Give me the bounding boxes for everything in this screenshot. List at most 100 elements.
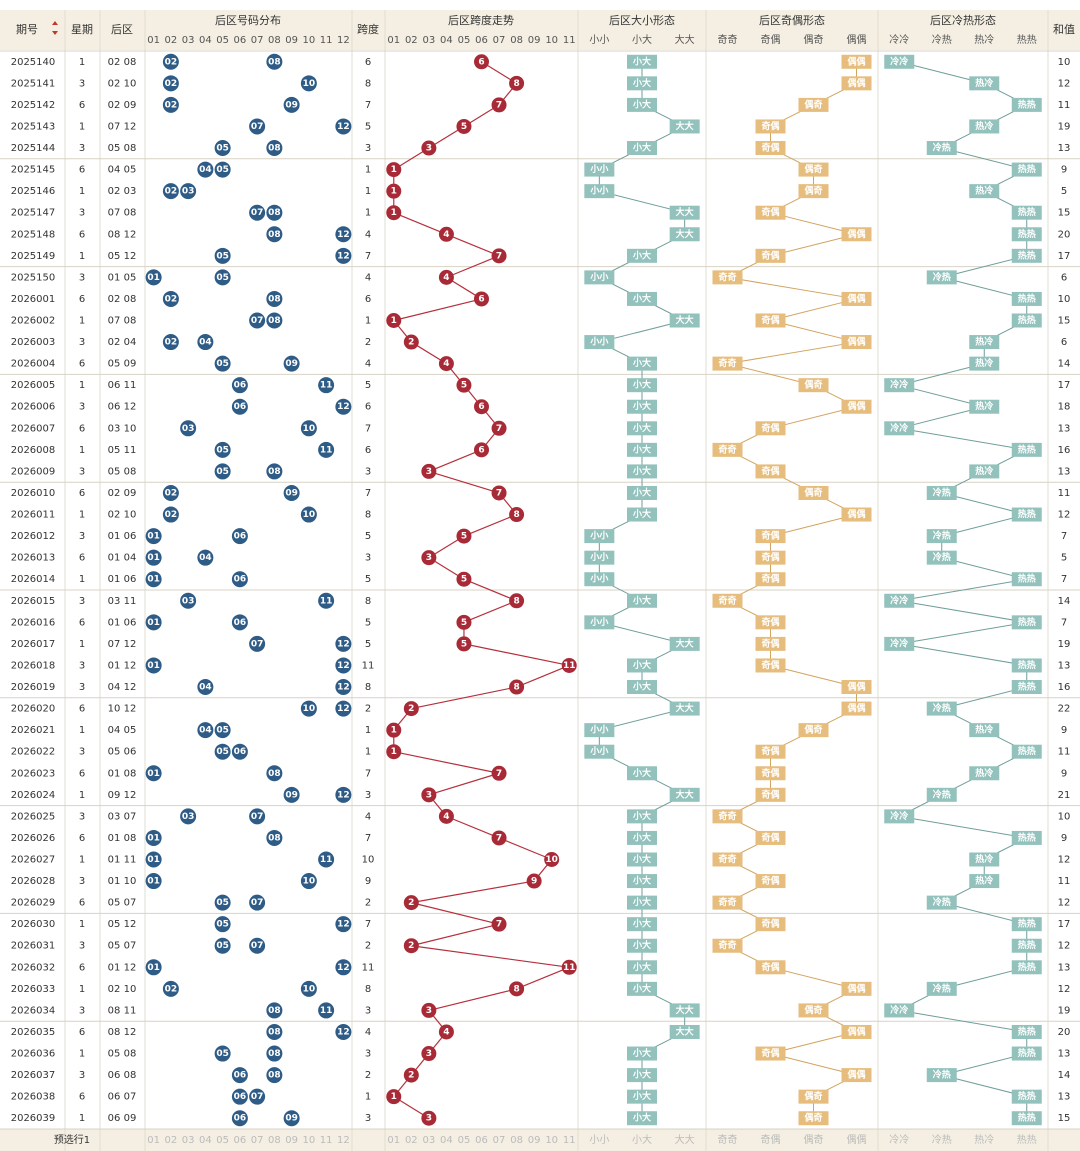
number-ball — [266, 226, 283, 243]
sum: 14 — [1058, 1070, 1071, 1081]
ball-number: 05 — [216, 747, 229, 757]
ball-number: 07 — [251, 208, 264, 218]
ball-number: 12 — [337, 920, 350, 930]
form-text: 冷冷 — [890, 1004, 908, 1016]
footer-number: 11 — [320, 1135, 333, 1146]
ball-number: 05 — [216, 251, 229, 261]
form-mark — [798, 723, 829, 738]
back-numbers: 01 10 — [108, 876, 137, 887]
span: 4 — [365, 229, 371, 240]
form-mark — [584, 615, 615, 630]
period: 2026028 — [11, 876, 56, 887]
period: 2026002 — [11, 316, 56, 327]
span: 4 — [365, 272, 371, 283]
ball-number: 11 — [320, 855, 333, 865]
number-ball — [214, 894, 231, 911]
form-mark — [712, 852, 743, 867]
form-link — [899, 427, 1027, 451]
number-ball — [214, 937, 231, 954]
sum: 9 — [1061, 833, 1067, 844]
span-ball-text: 4 — [443, 812, 449, 822]
span-ball-text: 3 — [426, 144, 432, 154]
back-numbers: 07 12 — [108, 121, 137, 132]
period: 2026005 — [11, 380, 56, 391]
form-mark — [798, 1089, 829, 1104]
span-link — [393, 298, 482, 322]
ball-number: 11 — [320, 381, 333, 391]
footer-number: 04 — [199, 1135, 212, 1146]
parity-label: 奇偶 — [761, 33, 781, 46]
span-ball-text: 6 — [478, 402, 484, 412]
footer-span: 10 — [545, 1135, 558, 1146]
weekday: 3 — [79, 747, 85, 758]
number-ball — [283, 484, 300, 501]
back-numbers: 05 12 — [108, 919, 137, 930]
ball-number: 10 — [303, 877, 316, 887]
hotcold-label: 热热 — [1017, 33, 1037, 46]
footer-span: 02 — [405, 1135, 418, 1146]
ball-number: 06 — [234, 1092, 247, 1102]
number-ball — [266, 312, 283, 329]
period: 2026027 — [11, 855, 56, 866]
span-ball-text: 3 — [426, 1049, 432, 1059]
span: 11 — [362, 962, 375, 973]
form-text: 小大 — [632, 357, 651, 369]
back-numbers: 03 10 — [108, 423, 137, 434]
group-header: 后区大小形态 — [609, 13, 675, 27]
header-label: 跨度 — [357, 22, 379, 36]
form-text: 冷冷 — [890, 810, 908, 822]
period: 2026022 — [11, 747, 56, 758]
sum: 15 — [1058, 1113, 1071, 1124]
form-mark — [884, 378, 915, 393]
form-mark — [627, 507, 657, 522]
ball-number: 02 — [165, 187, 178, 197]
sort-icon[interactable] — [52, 21, 58, 35]
sum: 15 — [1058, 316, 1071, 327]
footer-number: 07 — [251, 1135, 264, 1146]
number-ball — [231, 743, 248, 760]
form-mark — [755, 744, 786, 759]
footer-size: 小大 — [632, 1133, 652, 1146]
form-text: 偶偶 — [847, 1025, 865, 1037]
weekday: 3 — [79, 272, 85, 283]
form-mark — [1011, 313, 1042, 328]
footer-hotcold: 热冷 — [974, 1133, 994, 1146]
ball-number: 05 — [216, 165, 229, 175]
weekday: 3 — [79, 941, 85, 952]
number-ball — [145, 549, 162, 566]
form-text: 奇奇 — [718, 939, 736, 951]
form-mark — [627, 1046, 657, 1061]
ball-number: 01 — [147, 833, 160, 843]
span-ball — [386, 205, 402, 221]
footer-span: 08 — [510, 1135, 523, 1146]
span-link — [498, 837, 552, 861]
form-text: 大大 — [676, 228, 694, 240]
number-label: 07 — [251, 35, 264, 46]
sum: 9 — [1061, 165, 1067, 176]
form-mark — [755, 464, 786, 479]
span-label: 08 — [510, 35, 523, 46]
group-header: 后区奇偶形态 — [759, 14, 825, 27]
back-numbers: 02 10 — [108, 510, 137, 521]
ball-number: 04 — [199, 165, 212, 175]
period: 2026032 — [11, 962, 56, 973]
ball-number: 08 — [268, 208, 281, 218]
number-ball — [162, 53, 179, 70]
form-text: 大大 — [676, 314, 694, 326]
back-numbers: 02 10 — [108, 984, 137, 995]
span: 2 — [365, 337, 371, 348]
weekday: 6 — [79, 768, 85, 779]
number-ball — [162, 506, 179, 523]
form-mark — [755, 313, 786, 328]
number-ball — [231, 1067, 248, 1084]
footer-span: 11 — [563, 1135, 576, 1146]
span-ball — [456, 636, 472, 652]
form-text: 热冷 — [975, 465, 993, 477]
sum: 17 — [1058, 380, 1071, 391]
span-ball — [403, 1067, 419, 1083]
period: 2026006 — [11, 402, 56, 413]
ball-number: 06 — [234, 618, 247, 628]
number-ball — [335, 700, 352, 717]
back-numbers: 05 07 — [108, 941, 137, 952]
form-mark — [969, 356, 1000, 371]
